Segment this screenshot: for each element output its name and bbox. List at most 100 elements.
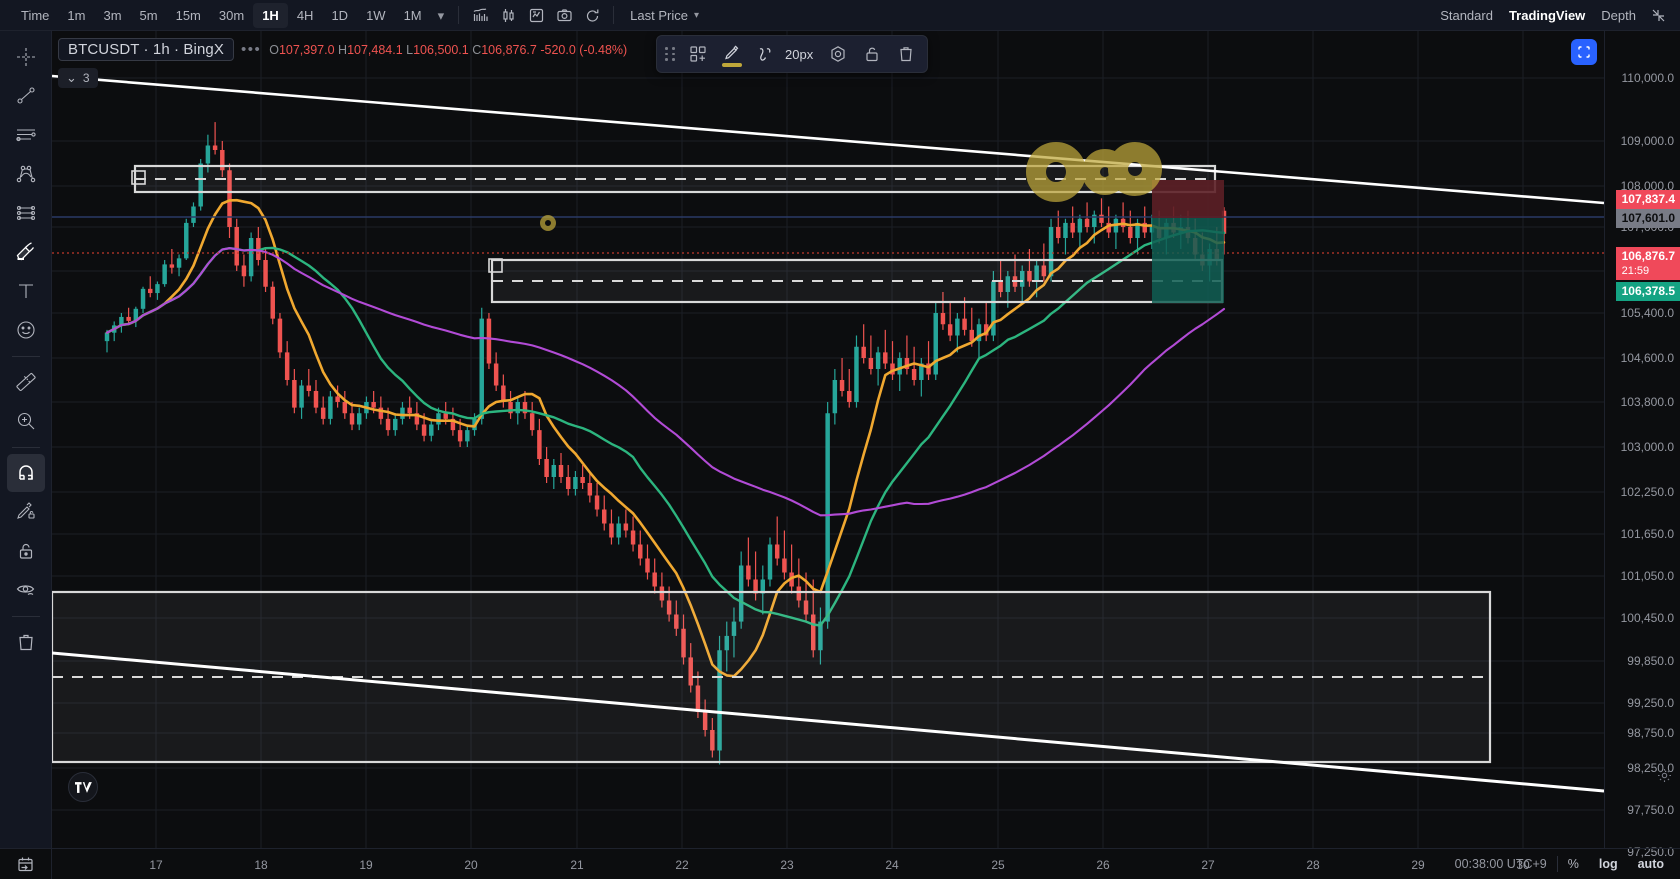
- interval-1m[interactable]: 1M: [403, 7, 422, 23]
- interval-1h[interactable]: 1H: [253, 2, 288, 28]
- position-profit-box[interactable]: [1152, 218, 1224, 303]
- legend-more-icon[interactable]: •••: [240, 41, 262, 58]
- fullscreen-icon[interactable]: [1644, 3, 1672, 28]
- price-label: 98,750.0: [1627, 726, 1674, 740]
- close-key: C: [472, 42, 482, 57]
- high-price-tag[interactable]: 107,837.4: [1615, 190, 1680, 209]
- depth-button[interactable]: Depth: [1601, 8, 1636, 23]
- goto-date-button[interactable]: [0, 848, 52, 879]
- interval-1w[interactable]: 1W: [366, 7, 386, 23]
- unlock-icon[interactable]: [855, 39, 889, 69]
- gear-icon[interactable]: [1657, 768, 1672, 876]
- price-scale[interactable]: 110,000.0109,000.0108,000.0107,000.0106,…: [1571, 31, 1680, 859]
- symbol-title[interactable]: BTCUSDT · 1h · BingX: [58, 38, 234, 61]
- high-value: 107,484.1: [347, 42, 403, 57]
- price-label: 103,000.0: [1620, 440, 1674, 454]
- drawing-mode-tool[interactable]: [7, 493, 45, 531]
- price-label: 99,850.0: [1627, 654, 1674, 668]
- time-menu-button[interactable]: Time: [21, 7, 50, 23]
- line-width-value[interactable]: 20px: [785, 46, 814, 62]
- chart-canvas[interactable]: BTCUSDT · 1h · BingX ••• O107,397.0 H107…: [52, 31, 1604, 848]
- percent-scale-button[interactable]: %: [1567, 856, 1579, 871]
- interval-30m[interactable]: 30m: [218, 7, 245, 23]
- time-label: 20: [464, 858, 478, 872]
- price-label: 109,000.0: [1620, 134, 1674, 148]
- measure-tool[interactable]: [7, 363, 45, 401]
- chart-type-icon[interactable]: [466, 3, 494, 28]
- time-label: 21: [570, 858, 584, 872]
- price-label: 99,250.0: [1627, 696, 1674, 710]
- divider: [1556, 855, 1558, 872]
- interval-3m[interactable]: 3m: [103, 7, 122, 23]
- brush-tool[interactable]: [7, 233, 45, 271]
- ma-green-line: [105, 229, 1226, 627]
- bid-price-tag[interactable]: 106,378.5: [1615, 282, 1680, 301]
- interval-1m[interactable]: 1m: [67, 7, 86, 23]
- last-price-tag[interactable]: 106,876.7 21:59: [1615, 247, 1680, 280]
- time-label: 23: [780, 858, 794, 872]
- zone-handle[interactable]: [131, 170, 146, 185]
- close-value: 106,876.7: [481, 42, 537, 57]
- line-width-icon[interactable]: [749, 39, 783, 69]
- zoom-in-tool[interactable]: [7, 402, 45, 440]
- chart-svg: [52, 31, 1604, 848]
- interval-5m[interactable]: 5m: [139, 7, 158, 23]
- descending-trendline-upper[interactable]: [52, 74, 1604, 205]
- ohlc-values: O107,397.0 H107,484.1 L106,500.1 C106,87…: [269, 43, 627, 57]
- order-price-tag[interactable]: 107,601.0: [1615, 209, 1680, 228]
- demand-zone-lower[interactable]: [52, 590, 1492, 764]
- descending-trendline-lower[interactable]: [52, 651, 1604, 793]
- interval-15m[interactable]: 15m: [175, 7, 201, 23]
- price-source-label: Last Price: [630, 7, 688, 23]
- candle-settings-icon[interactable]: [494, 3, 522, 28]
- hide-drawings-tool[interactable]: [7, 571, 45, 609]
- layout-standard-button[interactable]: Standard: [1440, 8, 1493, 23]
- time-label: 26: [1096, 858, 1110, 872]
- settings-hex-icon[interactable]: [821, 39, 855, 69]
- text-tool[interactable]: [7, 272, 45, 310]
- drawing-float-toolbar[interactable]: 20px: [656, 35, 929, 73]
- emoji-tool[interactable]: [7, 311, 45, 349]
- price-label: 102,250.0: [1620, 485, 1674, 499]
- chart-legend: BTCUSDT · 1h · BingX ••• O107,397.0 H107…: [58, 37, 627, 88]
- high-key: H: [338, 42, 348, 57]
- indicators-icon[interactable]: [522, 3, 550, 28]
- zone-handle[interactable]: [488, 258, 503, 273]
- undo-icon[interactable]: [578, 3, 606, 28]
- pitchfork-tool[interactable]: [7, 155, 45, 193]
- price-label: 103,800.0: [1620, 395, 1674, 409]
- camera-icon[interactable]: [550, 3, 578, 28]
- session-clock[interactable]: 00:38:00 UTC+9: [1454, 856, 1547, 871]
- trend-line-tool[interactable]: [7, 77, 45, 115]
- open-value: 107,397.0: [278, 42, 335, 57]
- drag-handle[interactable]: [663, 44, 677, 64]
- crosshair-tool[interactable]: [7, 38, 45, 76]
- chevron-down-icon: ▾: [693, 9, 699, 21]
- auto-scale-button[interactable]: auto: [1637, 856, 1664, 871]
- highlighter-marks[interactable]: [540, 142, 1162, 231]
- position-risk-box[interactable]: [1152, 180, 1224, 218]
- low-value: 106,500.1: [413, 42, 469, 57]
- tradingview-button[interactable]: TradingView: [1508, 8, 1586, 23]
- log-scale-button[interactable]: log: [1598, 856, 1618, 871]
- auto-fit-badge[interactable]: [1571, 39, 1597, 65]
- price-source-select[interactable]: Last Price ▾: [621, 3, 708, 28]
- templates-icon[interactable]: [681, 39, 715, 69]
- color-pencil-icon[interactable]: [715, 39, 749, 69]
- supply-zone-mid[interactable]: [490, 258, 1224, 304]
- time-label: 29: [1411, 858, 1425, 872]
- indicators-collapsed[interactable]: ⌄ 3: [58, 68, 98, 88]
- tradingview-logo-badge[interactable]: [68, 772, 98, 802]
- horizontal-lines-tool[interactable]: [7, 116, 45, 154]
- delete-icon[interactable]: [889, 39, 923, 69]
- fib-projection-tool[interactable]: [7, 194, 45, 232]
- divider: [458, 6, 460, 24]
- remove-drawings-tool[interactable]: [7, 623, 45, 661]
- time-scale[interactable]: 17 18 19 20 21 22 23 24 25 26 27 28 29 30: [52, 848, 1604, 879]
- lock-drawings-tool[interactable]: [7, 532, 45, 570]
- interval-1d[interactable]: 1D: [331, 7, 349, 23]
- top-toolbar: Time 1m 3m 5m 15m 30m 1H 4H 1D 1W 1M ▾: [0, 0, 1680, 31]
- interval-4h[interactable]: 4H: [296, 7, 314, 23]
- interval-more-caret[interactable]: ▾: [437, 7, 445, 23]
- magnet-tool[interactable]: [6, 454, 45, 492]
